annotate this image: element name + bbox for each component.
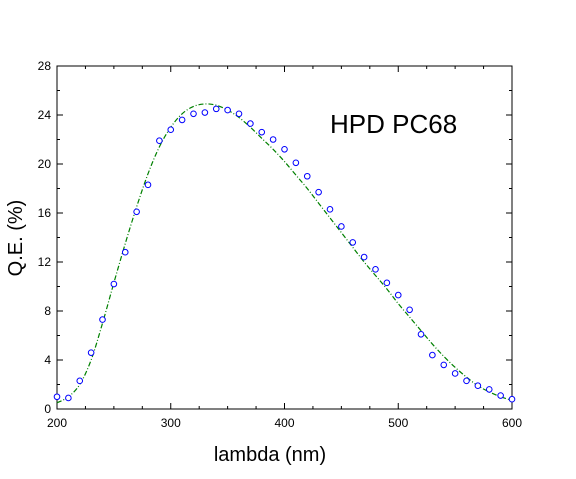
data-point [326,206,334,213]
x-tick-label: 400 [274,416,294,430]
data-point [269,136,277,143]
y-tick-label: 20 [38,157,52,171]
y-tick-label: 0 [44,402,51,416]
data-point [224,106,231,114]
data-point [201,109,209,116]
data-point [65,394,72,402]
data-point [156,137,163,145]
fit-curve-layer [56,103,513,404]
data-point [133,208,140,216]
data-point [315,188,322,196]
data-point [303,172,311,180]
x-tick-label: 500 [388,416,408,430]
y-tick-label: 4 [44,353,51,367]
data-point [178,116,186,124]
data-point [440,361,448,369]
x-tick-label: 600 [502,416,522,430]
data-point [76,377,84,385]
data-point [167,126,175,133]
data-point [372,266,379,273]
data-point [485,386,493,393]
data-point [121,248,129,256]
x-tick-label: 200 [47,416,67,430]
data-point [258,128,266,136]
data-point [190,110,197,118]
data-point [360,253,368,261]
data-point [338,223,345,230]
data-point [110,280,118,288]
chart-annotation: HPD PC68 [330,109,457,139]
y-tick-label: 24 [38,108,52,122]
data-point [349,239,357,246]
data-point [474,382,482,390]
data-point [292,159,300,167]
data-points-layer [53,105,516,403]
y-tick-label: 8 [44,304,51,318]
data-point [235,110,243,118]
data-point [451,370,459,377]
data-point [429,351,436,359]
data-point [463,377,470,385]
data-point [281,146,288,153]
data-point [99,316,106,323]
x-axis-title: lambda (nm) [214,444,326,466]
data-point [212,105,220,113]
data-point [383,279,391,287]
data-point [394,291,402,299]
plot-area: 200 300 400 500 600 0 4 8 12 16 20 24 28 [38,59,523,430]
axis-tick-labels: 200 300 400 500 600 0 4 8 12 16 20 24 28 [38,59,523,430]
x-tick-label: 300 [161,416,181,430]
y-tick-label: 28 [38,59,52,73]
fit-curve-line [56,103,513,404]
data-point [417,330,425,338]
data-point [87,349,95,356]
data-point [497,392,504,399]
axis-ticks [56,65,513,410]
y-axis-title: Q.E. (%) [5,200,27,277]
y-tick-label: 16 [38,206,52,220]
data-point [53,393,61,401]
data-point [508,395,516,403]
data-point [144,181,152,189]
data-point [406,306,413,314]
y-tick-label: 12 [38,255,52,269]
data-point [247,120,254,127]
